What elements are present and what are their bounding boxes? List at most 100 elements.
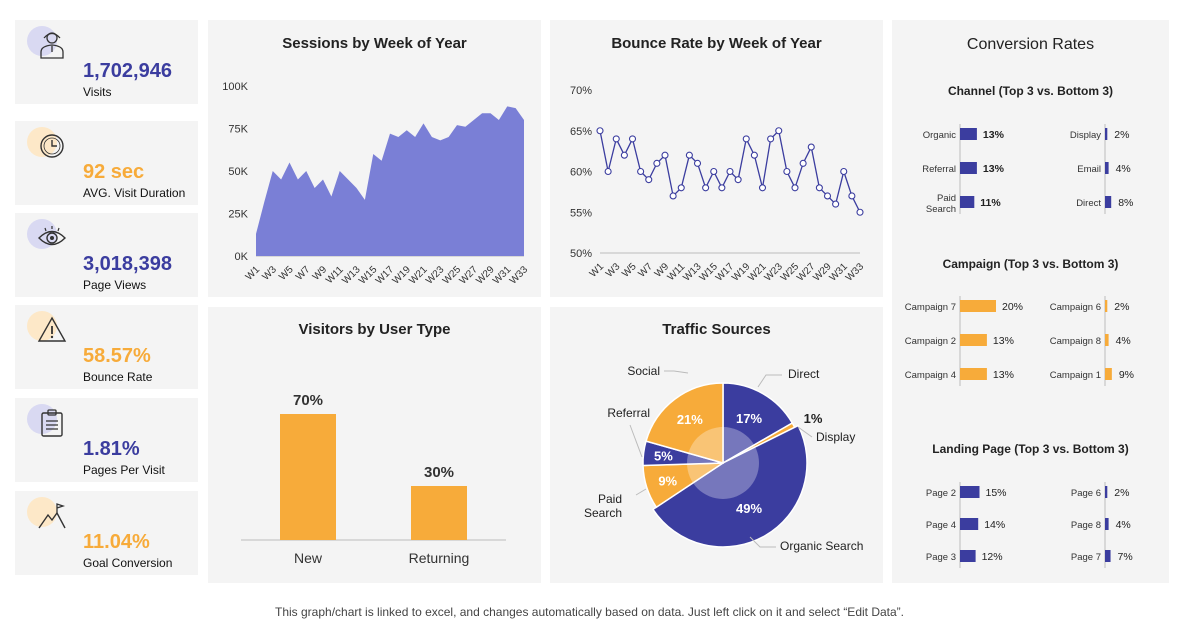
visitors-data-label: 30% bbox=[424, 464, 454, 481]
conv-row-label: Campaign 2 bbox=[905, 336, 956, 347]
pie-data-label: 21% bbox=[677, 412, 703, 427]
conv-row-label: Email bbox=[1077, 164, 1101, 175]
traffic-pie-chart: 17% 1% 49% 9% 5% 21% Direct Display Organic Sear… bbox=[584, 364, 863, 553]
kpi-label: Goal Conversion bbox=[83, 556, 173, 570]
pie-data-label: 5% bbox=[654, 449, 673, 464]
conv-row-label: Page 7 bbox=[1071, 552, 1101, 563]
conv-value-label: 4% bbox=[1116, 163, 1131, 175]
bounce-point bbox=[604, 167, 612, 176]
bounce-point bbox=[677, 184, 685, 192]
conv-bar bbox=[1105, 300, 1108, 312]
bounce-point bbox=[653, 159, 661, 167]
x-tick-label: W5 bbox=[620, 261, 639, 280]
visitors-panel: Visitors by User Type 70% New 30% Returning bbox=[208, 307, 541, 583]
conv-bar bbox=[960, 162, 977, 174]
x-tick-label: W7 bbox=[636, 261, 655, 280]
mountain-flag-icon bbox=[38, 503, 66, 529]
bounce-point bbox=[840, 167, 848, 176]
pie-callout-line bbox=[629, 424, 643, 458]
conv-row-label: Paid bbox=[937, 193, 956, 204]
x-tick-label: W33 bbox=[844, 261, 867, 284]
eye-icon bbox=[38, 226, 66, 246]
kpi-card: 11.04% Goal Conversion bbox=[15, 491, 198, 575]
conv-row-label: Page 2 bbox=[926, 488, 956, 499]
bounce-point bbox=[791, 184, 799, 192]
bounce-point bbox=[620, 151, 628, 159]
conv-value-label: 13% bbox=[993, 369, 1014, 381]
campaign-subtitle: Campaign (Top 3 vs. Bottom 3) bbox=[942, 257, 1119, 271]
pie-callout-line bbox=[757, 374, 782, 388]
conv-value-label: 2% bbox=[1114, 129, 1129, 141]
pie-callout-label: Referral bbox=[607, 406, 650, 420]
visitors-category-label: New bbox=[294, 550, 323, 566]
warning-icon bbox=[37, 316, 67, 342]
conv-value-label: 8% bbox=[1118, 197, 1133, 209]
y-tick-label: 25K bbox=[228, 209, 248, 221]
conversion-panel: Conversion Rates Channel (Top 3 vs. Bott… bbox=[892, 20, 1169, 583]
kpi-value: 11.04% bbox=[83, 531, 150, 553]
conv-row-label: Campaign 4 bbox=[905, 370, 956, 381]
bounce-point bbox=[734, 176, 742, 184]
pie-callout-line bbox=[664, 370, 689, 374]
visitors-title: Visitors by User Type bbox=[298, 321, 451, 338]
x-tick-label: W5 bbox=[277, 264, 296, 283]
conv-value-label: 11% bbox=[980, 197, 1001, 209]
conv-value-label: 13% bbox=[983, 129, 1005, 141]
kpi-value: 3,018,398 bbox=[83, 253, 172, 275]
conv-value-label: 4% bbox=[1116, 335, 1131, 347]
pie-callout-label: Social bbox=[627, 364, 660, 378]
kpi-icon-circle bbox=[27, 497, 57, 527]
bounce-point bbox=[807, 143, 815, 151]
x-tick-label: W1 bbox=[588, 261, 607, 280]
traffic-title: Traffic Sources bbox=[662, 321, 771, 338]
pie-slice bbox=[645, 382, 724, 464]
footer-note: This graph/chart is linked to excel, and… bbox=[275, 605, 904, 619]
y-tick-label: 75K bbox=[228, 124, 248, 136]
bounce-point bbox=[832, 200, 840, 208]
bounce-point bbox=[661, 151, 669, 159]
kpi-value: 58.57% bbox=[83, 345, 151, 367]
kpi-label: AVG. Visit Duration bbox=[83, 186, 186, 200]
pie-data-label: 1% bbox=[804, 411, 823, 426]
conv-bar bbox=[960, 486, 980, 498]
pie-callout-line bbox=[635, 488, 647, 496]
bounce-point bbox=[742, 135, 750, 143]
conv-bar bbox=[1105, 486, 1108, 498]
conv-value-label: 14% bbox=[984, 519, 1005, 531]
bounce-point bbox=[645, 176, 653, 184]
kpi-value: 1.81% bbox=[83, 438, 140, 460]
conv-row-label: Page 4 bbox=[926, 520, 956, 531]
bounce-point bbox=[848, 192, 856, 200]
kpi-card: 1,702,946 Visits bbox=[15, 20, 198, 104]
bounce-point bbox=[685, 151, 693, 159]
bounce-point bbox=[702, 184, 710, 192]
clock-icon bbox=[40, 134, 64, 158]
sessions-area-chart: 0K25K50K75K100KW1W3W5W7W9W11W13W15W17W19… bbox=[222, 81, 530, 287]
pie-data-label: 49% bbox=[736, 501, 762, 516]
y-tick-label: 65% bbox=[570, 126, 592, 138]
conv-bar bbox=[960, 128, 977, 140]
bounce-point bbox=[628, 135, 637, 143]
conv-value-label: 2% bbox=[1114, 301, 1129, 313]
conv-row-label: Search bbox=[926, 204, 956, 215]
visitors-data-label: 70% bbox=[293, 392, 323, 409]
kpi-card: 1.81% Pages Per Visit bbox=[15, 398, 198, 482]
pie-slice bbox=[722, 382, 794, 465]
user-icon bbox=[40, 32, 64, 59]
conv-value-label: 13% bbox=[993, 335, 1014, 347]
conv-value-label: 4% bbox=[1116, 519, 1131, 531]
conv-bar bbox=[1105, 128, 1108, 140]
pie-callout-line bbox=[797, 426, 813, 438]
y-tick-label: 100K bbox=[222, 81, 248, 93]
y-tick-label: 0K bbox=[235, 251, 249, 263]
visitors-category-label: Returning bbox=[409, 550, 470, 566]
conv-value-label: 7% bbox=[1118, 551, 1133, 563]
bounce-point bbox=[710, 167, 718, 176]
bounce-point bbox=[693, 159, 702, 167]
pie-callout-label: Paid bbox=[598, 492, 622, 506]
bounce-point bbox=[775, 127, 783, 135]
conv-row-label: Campaign 1 bbox=[1050, 370, 1101, 381]
pie-data-label: 17% bbox=[736, 411, 762, 426]
clipboard-icon bbox=[41, 409, 63, 437]
